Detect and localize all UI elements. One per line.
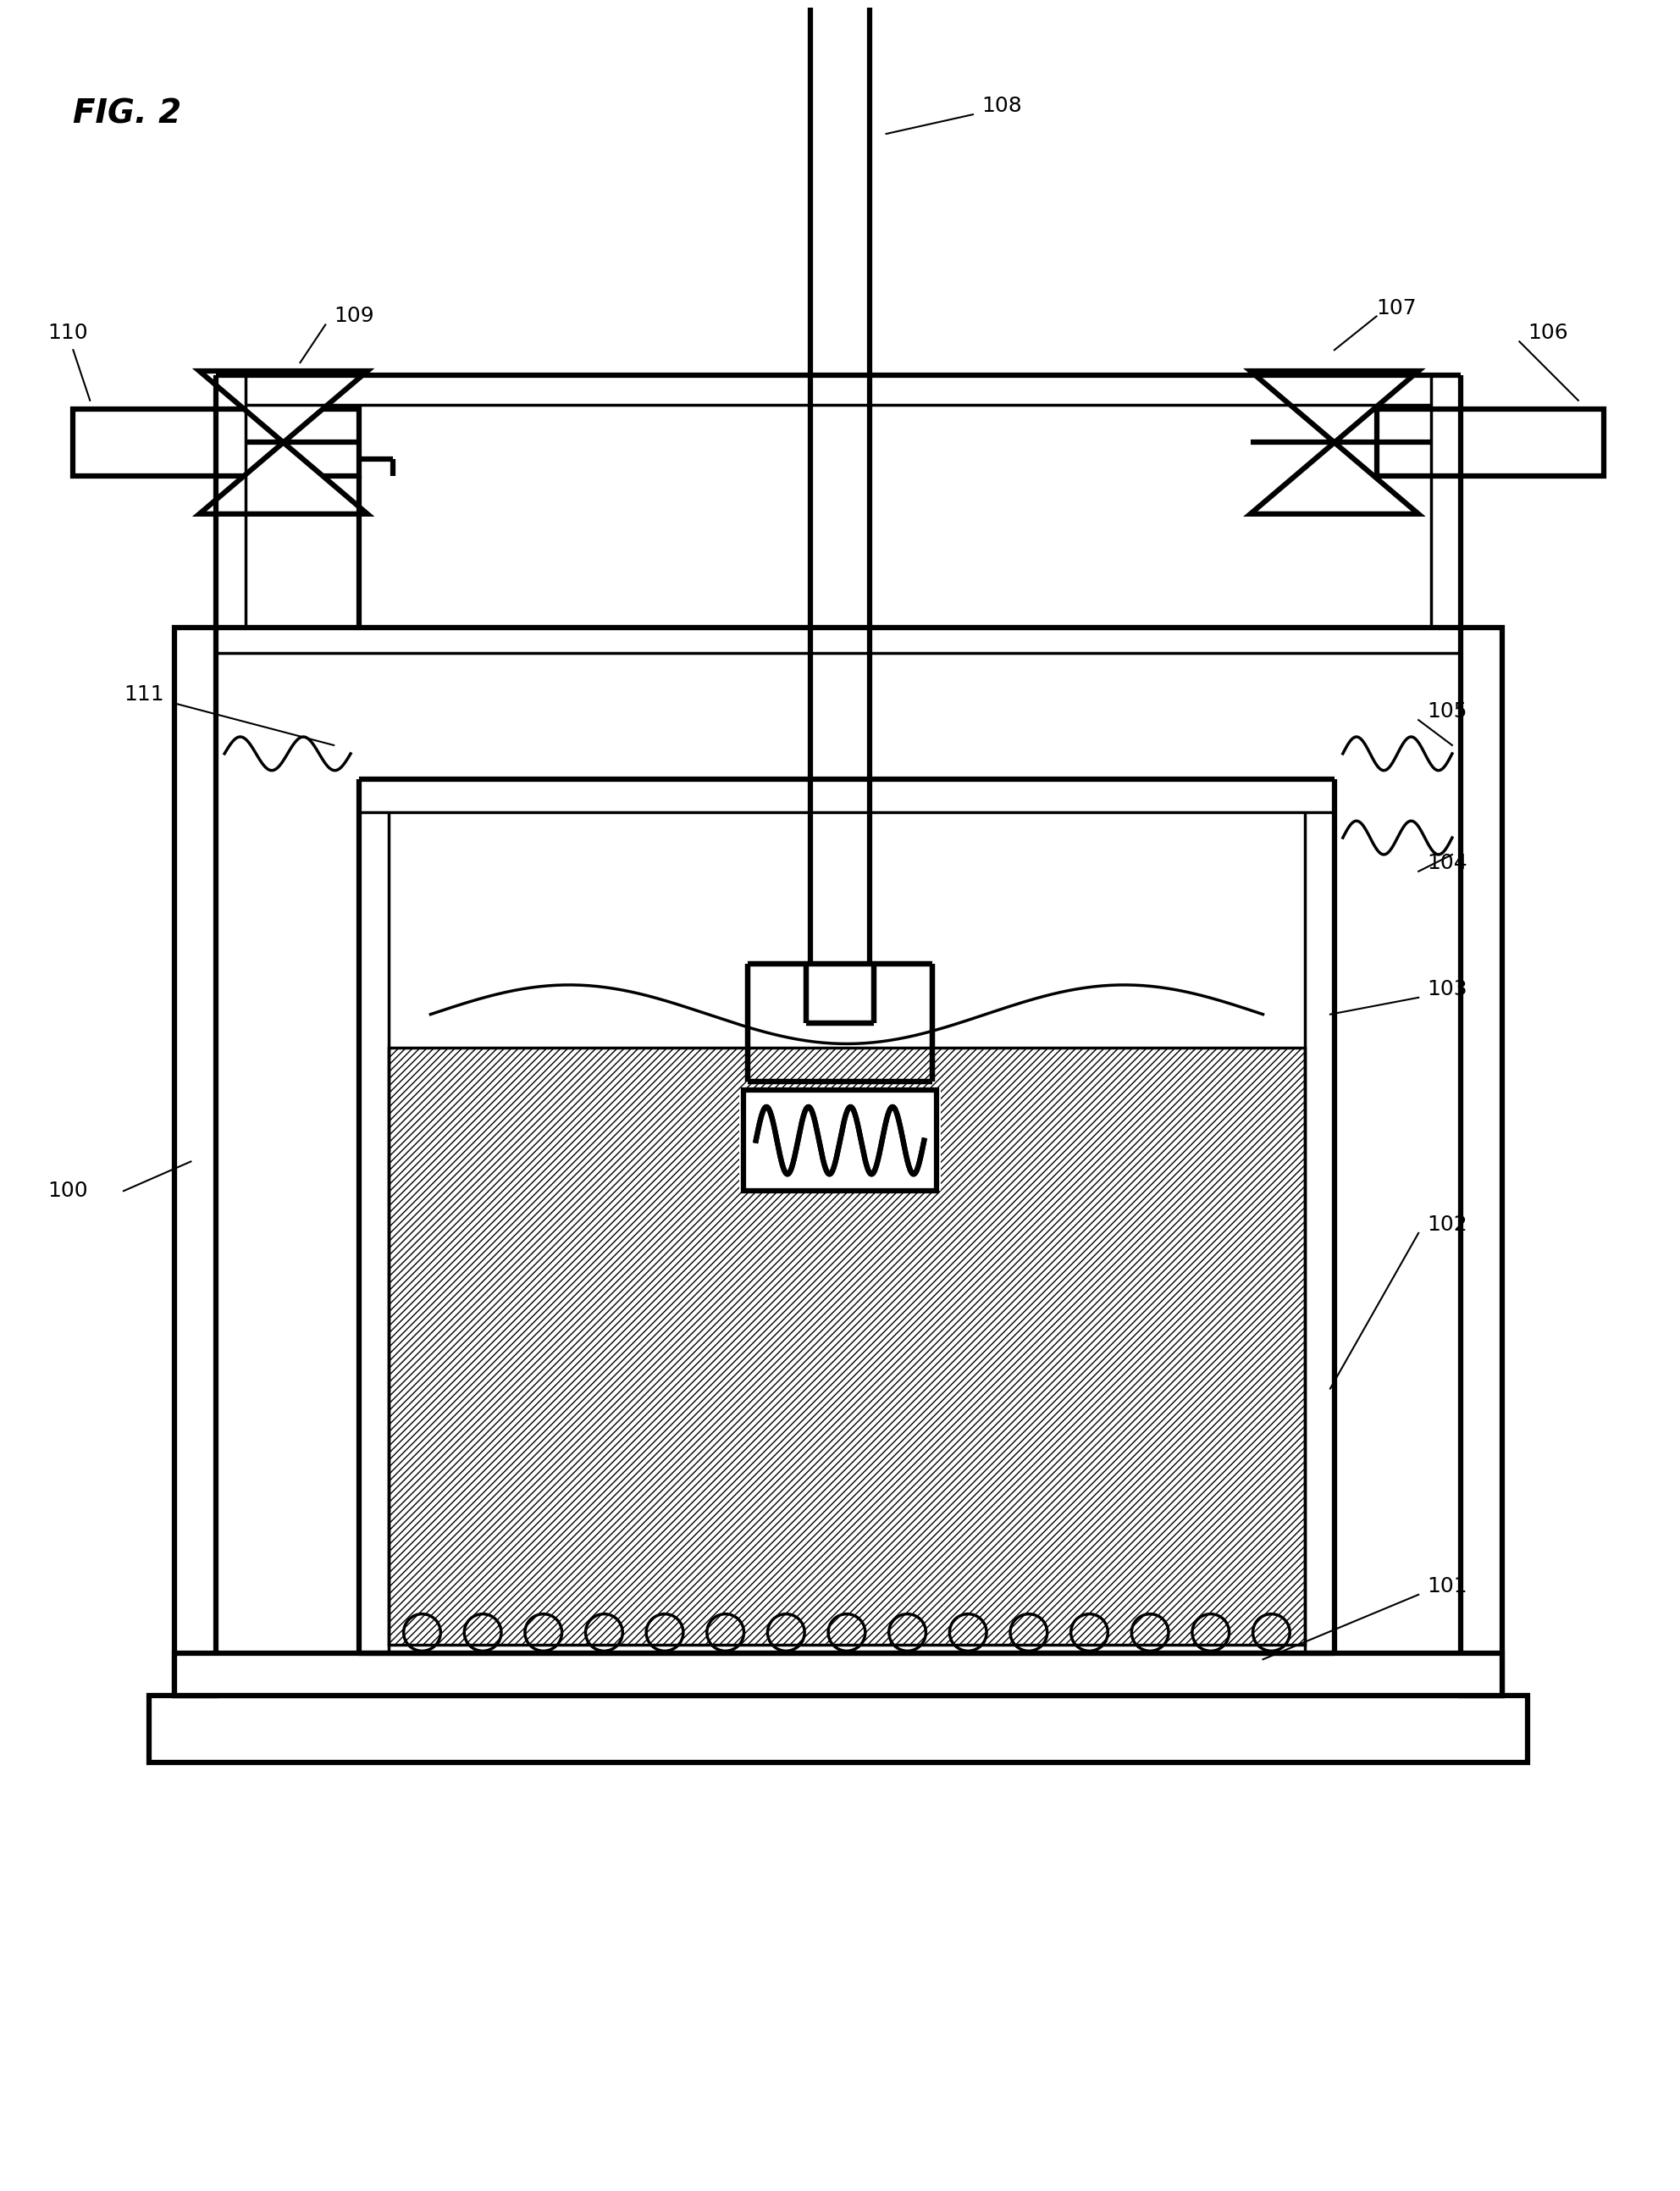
Polygon shape — [200, 370, 368, 443]
Text: 111: 111 — [124, 684, 165, 706]
Text: 105: 105 — [1426, 701, 1467, 721]
Polygon shape — [200, 443, 368, 515]
Polygon shape — [1250, 443, 1418, 515]
Text: 101: 101 — [1426, 1575, 1467, 1597]
Bar — [150, 1696, 1527, 1764]
Text: 100: 100 — [49, 1181, 89, 1201]
Text: 106: 106 — [1527, 322, 1567, 344]
Text: 104: 104 — [1426, 852, 1467, 874]
Text: 107: 107 — [1376, 298, 1416, 318]
Text: 103: 103 — [1426, 979, 1467, 999]
Text: 109: 109 — [334, 307, 375, 326]
Bar — [739, 1091, 941, 1192]
Bar — [743, 1091, 937, 1192]
Polygon shape — [1250, 370, 1418, 443]
Bar — [743, 1091, 937, 1192]
Text: 110: 110 — [49, 322, 89, 344]
Text: 102: 102 — [1426, 1214, 1467, 1236]
Bar — [1460, 627, 1502, 1696]
Bar — [74, 410, 360, 475]
Bar — [388, 1047, 1305, 1645]
Text: FIG. 2: FIG. 2 — [74, 99, 181, 129]
Text: 108: 108 — [981, 96, 1021, 116]
Bar — [175, 1654, 1502, 1696]
Bar — [175, 627, 217, 1696]
Bar — [1376, 410, 1603, 475]
